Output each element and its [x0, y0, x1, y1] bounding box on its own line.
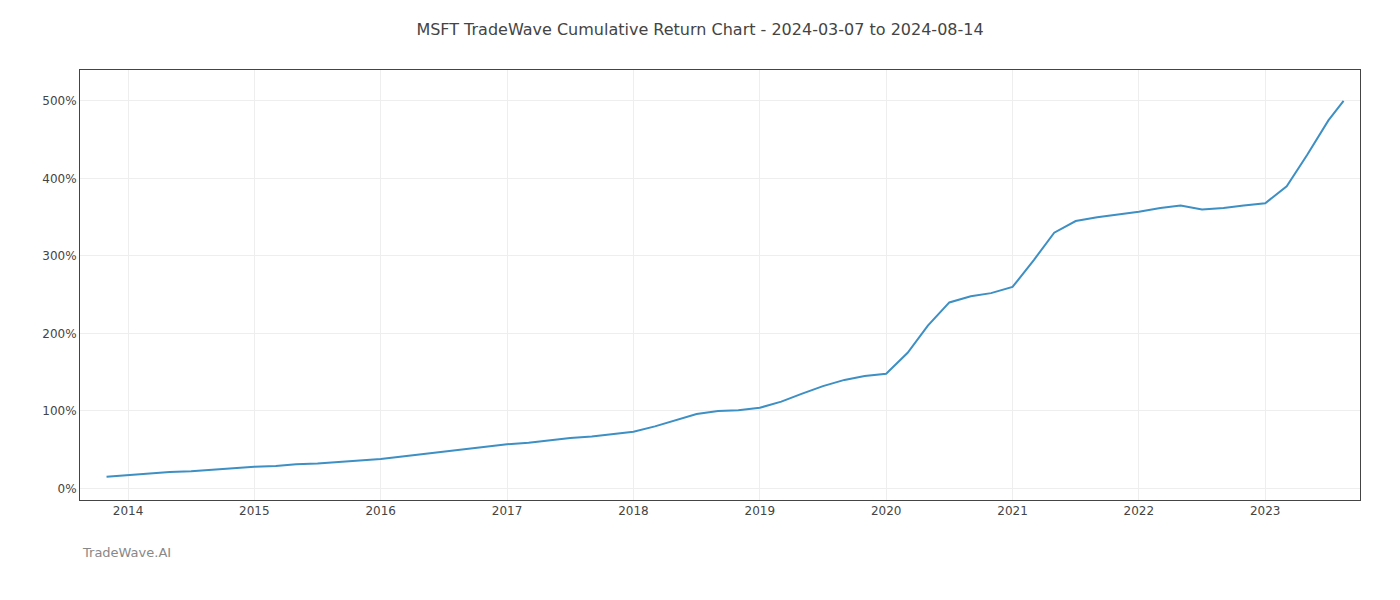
svg-text:0%: 0%: [58, 482, 77, 496]
svg-text:2017: 2017: [492, 504, 523, 518]
svg-text:500%: 500%: [42, 94, 76, 108]
svg-text:2021: 2021: [997, 504, 1028, 518]
svg-text:400%: 400%: [42, 172, 76, 186]
svg-text:2023: 2023: [1250, 504, 1281, 518]
svg-text:2016: 2016: [365, 504, 396, 518]
svg-text:2022: 2022: [1124, 504, 1155, 518]
svg-text:2015: 2015: [239, 504, 270, 518]
svg-text:2014: 2014: [113, 504, 144, 518]
svg-text:200%: 200%: [42, 327, 76, 341]
svg-text:TradeWave.AI: TradeWave.AI: [82, 545, 171, 560]
svg-text:2020: 2020: [871, 504, 902, 518]
svg-text:2018: 2018: [618, 504, 649, 518]
svg-text:300%: 300%: [42, 249, 76, 263]
svg-text:MSFT TradeWave Cumulative Retu: MSFT TradeWave Cumulative Return Chart -…: [416, 20, 983, 39]
svg-text:2019: 2019: [745, 504, 776, 518]
svg-text:100%: 100%: [42, 404, 76, 418]
